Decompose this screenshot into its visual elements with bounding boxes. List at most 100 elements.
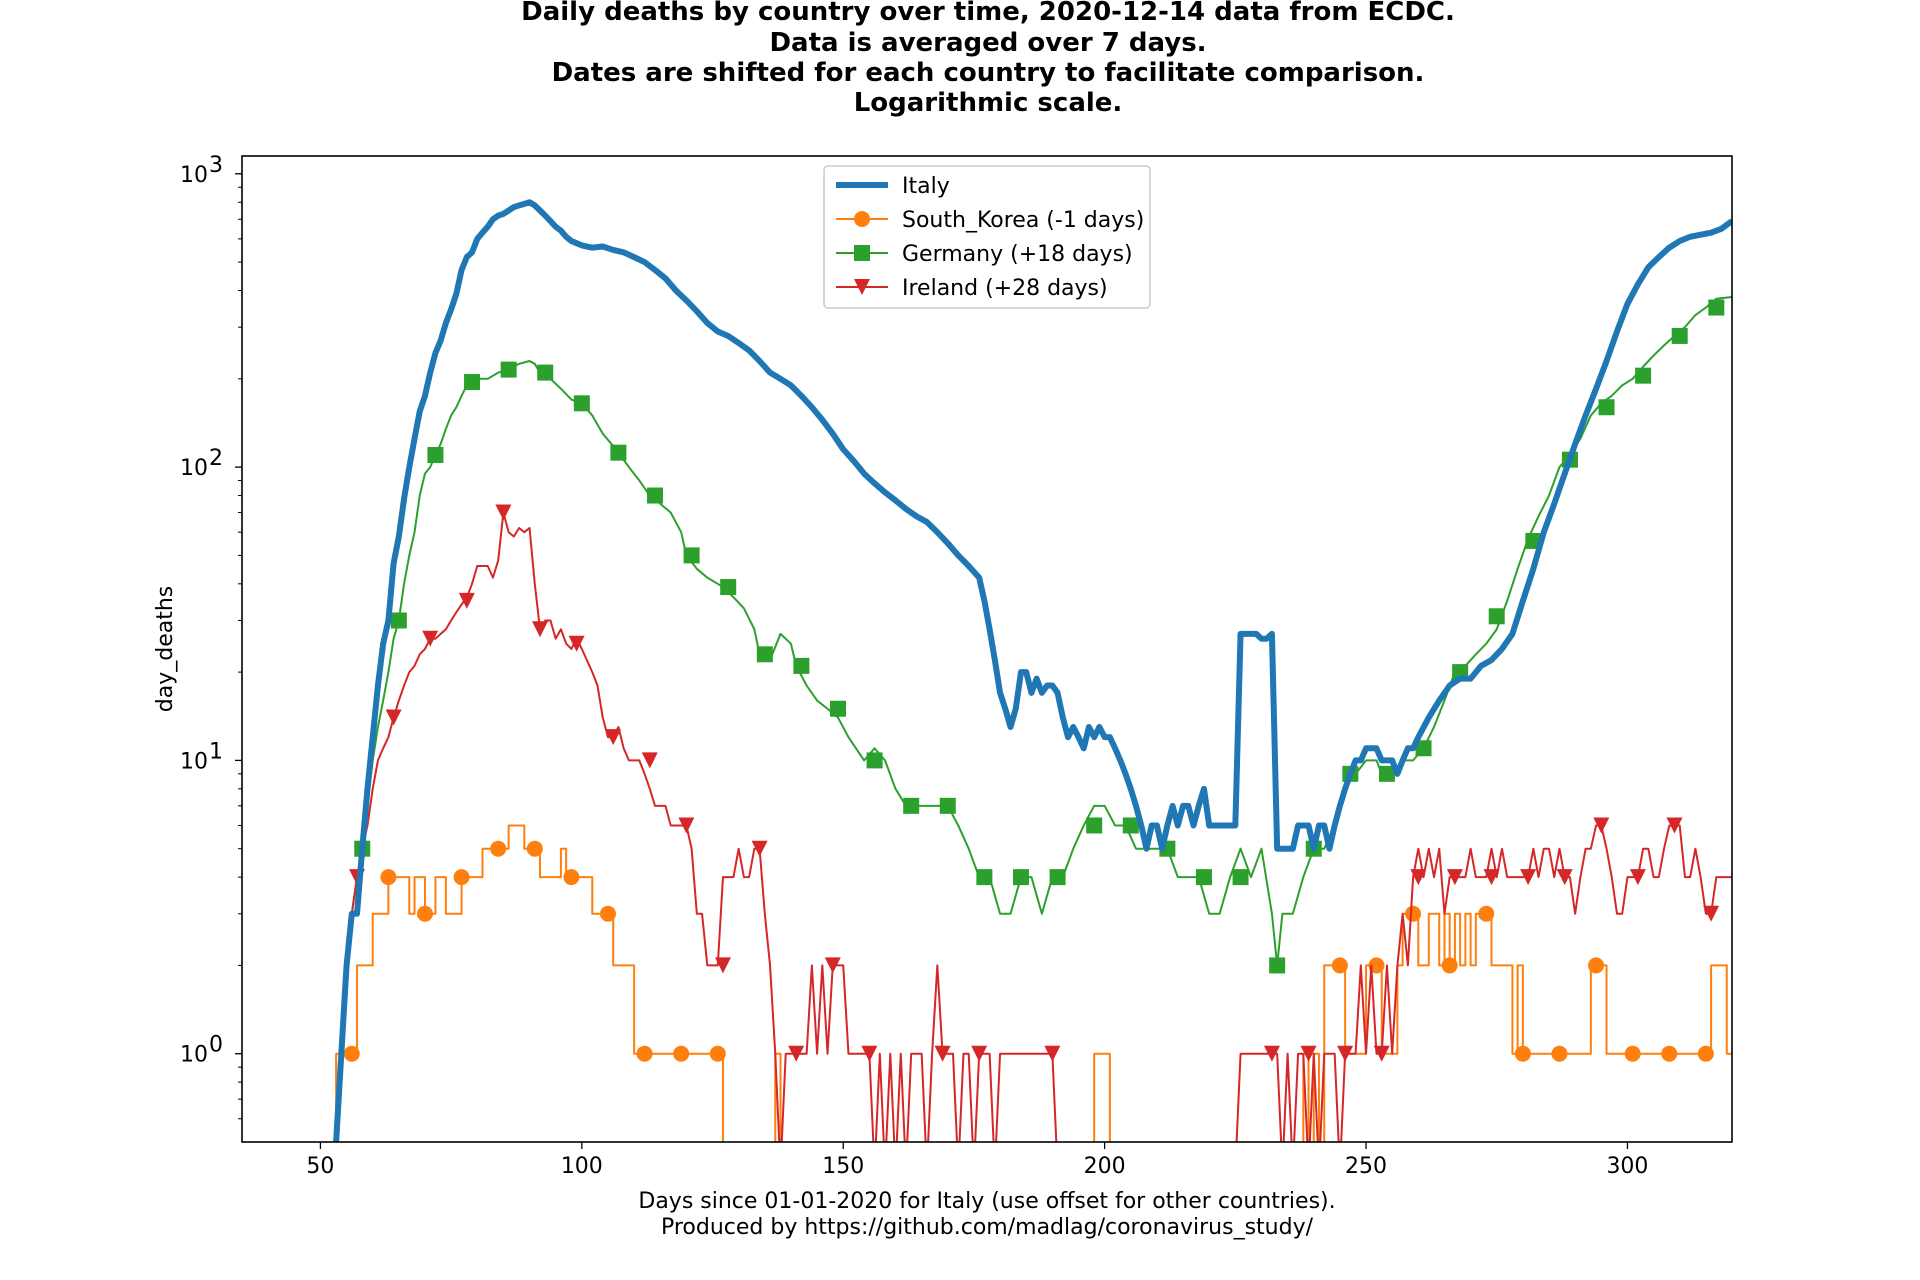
data-point-south-korea-3	[453, 869, 470, 886]
y-tick-label: 10	[180, 163, 208, 188]
legend-label-ireland: Ireland (+28 days)	[902, 276, 1108, 301]
data-point-germany-10	[720, 579, 737, 596]
legend-item-ireland: Ireland (+28 days)	[836, 276, 1108, 301]
data-point-germany-23	[1195, 869, 1212, 886]
data-point-ireland-18	[1263, 1045, 1280, 1062]
data-point-ireland-6	[568, 635, 585, 652]
series-germany	[336, 296, 1732, 1142]
x-tick-label: 200	[1084, 1154, 1126, 1179]
legend: Italy South_Korea (-1 days) Germany (+18 d…	[823, 165, 1151, 309]
legend-item-south-korea: South_Korea (-1 days)	[836, 208, 1144, 233]
data-point-south-korea-21	[1697, 1045, 1714, 1062]
data-point-ireland-21	[1373, 1045, 1390, 1062]
data-point-germany-18	[1012, 869, 1029, 886]
chart-title-line-2: Data is averaged over 7 days.	[769, 28, 1206, 58]
x-tick-label: 300	[1606, 1154, 1648, 1179]
chart-title-line-1: Daily deaths by country over time, 2020-…	[521, 0, 1455, 27]
data-point-ireland-12	[788, 1045, 805, 1062]
data-point-ireland-10	[714, 957, 731, 974]
data-point-germany-4	[500, 361, 517, 378]
y-tick-label: 10	[180, 749, 208, 774]
data-point-ireland-14	[861, 1045, 878, 1062]
data-point-germany-5	[537, 364, 554, 381]
data-point-south-korea-20	[1661, 1045, 1678, 1062]
series-italy	[333, 199, 1732, 1142]
data-point-germany-14	[866, 752, 883, 769]
data-point-ireland-22	[1410, 869, 1427, 886]
data-point-ireland-9	[678, 817, 695, 834]
data-point-south-korea-19	[1624, 1045, 1641, 1062]
data-point-ireland-25	[1520, 869, 1537, 886]
y-tick-exponent: 2	[209, 446, 223, 471]
data-point-ireland-23	[1446, 869, 1463, 886]
data-point-ireland-15	[934, 1045, 951, 1062]
data-point-germany-15	[903, 797, 920, 814]
data-point-south-korea-2	[416, 905, 433, 922]
data-point-germany-6	[573, 395, 590, 412]
data-point-germany-13	[830, 700, 846, 717]
legend-box	[823, 165, 1151, 309]
data-point-germany-1	[390, 612, 407, 629]
data-point-south-korea-11	[1331, 957, 1348, 974]
data-point-south-korea-18	[1588, 957, 1605, 974]
series-line-italy	[333, 199, 1732, 1142]
series-layer	[333, 199, 1732, 1142]
chart-title-line-4: Logarithmic scale.	[854, 88, 1123, 118]
x-tick-label: 250	[1345, 1154, 1387, 1179]
data-point-ireland-2	[422, 630, 439, 647]
data-point-south-korea-6	[563, 869, 580, 886]
data-point-south-korea-10	[709, 1045, 726, 1062]
y-tick-label: 10	[180, 1043, 208, 1068]
chart-title: Daily deaths by country over time, 2020-…	[521, 0, 1455, 118]
data-point-ireland-11	[751, 840, 768, 857]
legend-label-south-korea: South_Korea (-1 days)	[902, 208, 1144, 233]
data-point-germany-12	[793, 657, 810, 674]
data-point-germany-7	[610, 444, 627, 461]
data-point-germany-17	[976, 869, 993, 886]
data-point-ireland-26	[1556, 869, 1573, 886]
y-axis-label: day_deaths	[153, 586, 178, 712]
x-axis-label-line-1: Days since 01-01-2020 for Italy (use off…	[638, 1189, 1335, 1214]
data-point-ireland-13	[824, 957, 841, 974]
data-point-ireland-30	[1703, 905, 1720, 922]
data-point-ireland-5	[532, 621, 548, 638]
data-point-south-korea-4	[490, 840, 507, 857]
data-point-south-korea-17	[1551, 1045, 1568, 1062]
data-point-germany-16	[939, 797, 956, 814]
legend-marker-germany	[854, 245, 870, 261]
data-point-south-korea-1	[380, 869, 397, 886]
x-tick-label: 150	[822, 1154, 864, 1179]
data-point-south-korea-8	[636, 1045, 653, 1062]
data-point-ireland-8	[641, 752, 658, 769]
chart-title-line-3: Dates are shifted for each country to fa…	[552, 58, 1425, 88]
data-point-ireland-17	[1044, 1045, 1061, 1062]
x-tick-label: 50	[306, 1154, 334, 1179]
data-point-germany-24	[1232, 869, 1249, 886]
data-point-south-korea-9	[673, 1045, 690, 1062]
data-point-ireland-24	[1483, 869, 1500, 886]
data-point-germany-28	[1378, 765, 1395, 782]
data-point-ireland-1	[385, 709, 402, 726]
x-axis-label-line-2: Produced by https://github.com/madlag/co…	[661, 1215, 1314, 1240]
data-point-south-korea-15	[1478, 905, 1495, 922]
data-point-ireland-3	[458, 592, 475, 609]
legend-label-germany: Germany (+18 days)	[902, 242, 1133, 267]
data-point-germany-31	[1488, 608, 1505, 625]
data-point-south-korea-14	[1441, 957, 1458, 974]
data-point-ireland-4	[495, 504, 512, 521]
data-point-south-korea-16	[1514, 1045, 1531, 1062]
legend-item-italy: Italy	[836, 174, 950, 199]
data-point-south-korea-5	[526, 840, 543, 857]
data-point-germany-37	[1708, 299, 1725, 316]
legend-label-italy: Italy	[902, 174, 950, 199]
data-point-ireland-19	[1300, 1045, 1317, 1062]
y-tick-label: 10	[180, 456, 208, 481]
data-point-germany-29	[1415, 740, 1432, 757]
data-point-ireland-28	[1629, 869, 1646, 886]
data-point-south-korea-13	[1405, 905, 1422, 922]
legend-item-germany: Germany (+18 days)	[836, 242, 1133, 267]
data-point-ireland-29	[1666, 817, 1683, 834]
series-line-ireland	[336, 511, 1732, 1142]
data-point-germany-3	[464, 374, 481, 391]
